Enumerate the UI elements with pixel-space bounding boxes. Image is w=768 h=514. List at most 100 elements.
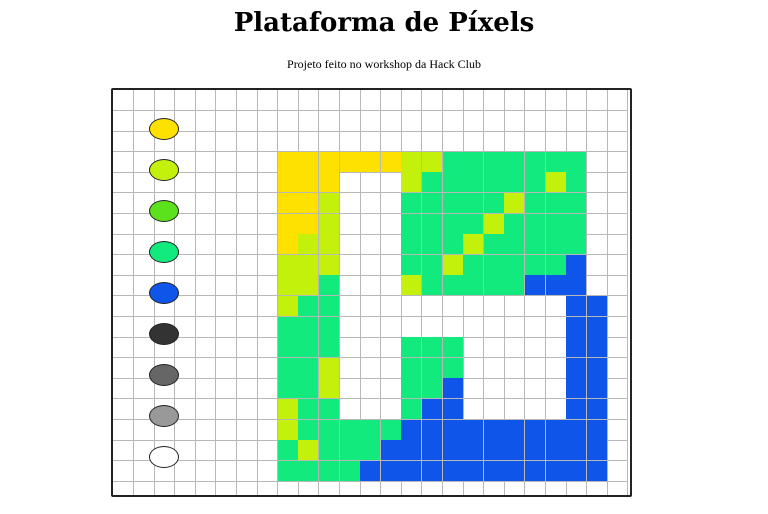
pixel-cell[interactable]: [360, 481, 382, 495]
pixel-cell[interactable]: [339, 193, 361, 214]
pixel-cell[interactable]: [442, 234, 464, 256]
pixel-cell[interactable]: [422, 254, 443, 276]
pixel-cell[interactable]: [401, 234, 423, 256]
pixel-cell[interactable]: [545, 131, 567, 153]
pixel-cell[interactable]: [401, 151, 423, 173]
pixel-cell[interactable]: [360, 399, 382, 420]
pixel-cell[interactable]: [360, 357, 382, 379]
pixel-cell[interactable]: [525, 337, 546, 359]
pixel-cell[interactable]: [525, 234, 546, 256]
pixel-cell[interactable]: [195, 316, 217, 338]
pixel-cell[interactable]: [483, 357, 505, 379]
pixel-cell[interactable]: [133, 172, 155, 194]
pixel-cell[interactable]: [422, 316, 443, 338]
pixel-cell[interactable]: [113, 316, 134, 338]
pixel-cell[interactable]: [401, 172, 423, 194]
pixel-cell[interactable]: [339, 316, 361, 338]
pixel-cell[interactable]: [216, 90, 237, 111]
pixel-cell[interactable]: [442, 110, 464, 132]
pixel-cell[interactable]: [422, 481, 443, 495]
pixel-cell[interactable]: [442, 172, 464, 194]
pixel-cell[interactable]: [607, 193, 629, 214]
pixel-cell[interactable]: [504, 275, 526, 297]
pixel-cell[interactable]: [380, 275, 402, 297]
pixel-cell[interactable]: [566, 419, 588, 441]
pixel-cell[interactable]: [401, 481, 423, 495]
pixel-cell[interactable]: [216, 131, 237, 153]
pixel-cell[interactable]: [525, 90, 546, 111]
pixel-cell[interactable]: [174, 254, 196, 276]
pixel-cell[interactable]: [380, 90, 402, 111]
pixel-cell[interactable]: [483, 316, 505, 338]
pixel-cell[interactable]: [319, 213, 340, 235]
pixel-cell[interactable]: [525, 151, 546, 173]
pixel-cell[interactable]: [134, 481, 155, 495]
pixel-cell[interactable]: [236, 254, 258, 276]
pixel-cell[interactable]: [566, 460, 588, 482]
pixel-cell[interactable]: [545, 399, 567, 420]
pixel-cell[interactable]: [586, 296, 608, 317]
pixel-cell[interactable]: [586, 399, 608, 420]
pixel-cell[interactable]: [401, 357, 423, 379]
pixel-cell[interactable]: [319, 296, 340, 317]
pixel-cell[interactable]: [525, 296, 546, 317]
pixel-cell[interactable]: [545, 419, 567, 441]
pixel-cell[interactable]: [566, 172, 588, 194]
pixel-cell[interactable]: [154, 90, 176, 111]
pixel-cell[interactable]: [298, 254, 320, 276]
pixel-cell[interactable]: [360, 316, 382, 338]
pixel-cell[interactable]: [380, 172, 402, 194]
pixel-cell[interactable]: [319, 90, 340, 111]
pixel-cell[interactable]: [422, 440, 443, 462]
pixel-cell[interactable]: [319, 378, 340, 400]
pixel-cell[interactable]: [401, 193, 423, 214]
pixel-cell[interactable]: [422, 172, 443, 194]
pixel-cell[interactable]: [380, 337, 402, 359]
pixel-cell[interactable]: [216, 419, 237, 441]
pixel-cell[interactable]: [566, 234, 588, 256]
pixel-cell[interactable]: [422, 193, 443, 214]
pixel-cell[interactable]: [360, 213, 382, 235]
pixel-cell[interactable]: [216, 460, 237, 482]
color-swatch-lime[interactable]: [149, 159, 179, 181]
pixel-cell[interactable]: [401, 337, 423, 359]
pixel-cell[interactable]: [236, 131, 258, 153]
pixel-cell[interactable]: [257, 193, 279, 214]
pixel-cell[interactable]: [607, 234, 629, 256]
pixel-cell[interactable]: [154, 213, 176, 235]
pixel-cell[interactable]: [380, 213, 402, 235]
pixel-cell[interactable]: [195, 296, 217, 317]
pixel-cell[interactable]: [195, 440, 217, 462]
pixel-cell[interactable]: [422, 399, 443, 420]
pixel-cell[interactable]: [566, 316, 588, 338]
pixel-cell[interactable]: [339, 234, 361, 256]
pixel-cell[interactable]: [298, 440, 320, 462]
pixel-cell[interactable]: [504, 440, 526, 462]
pixel-cell[interactable]: [277, 234, 299, 256]
pixel-cell[interactable]: [442, 337, 464, 359]
pixel-cell[interactable]: [277, 337, 299, 359]
pixel-cell[interactable]: [483, 151, 505, 173]
pixel-cell[interactable]: [133, 90, 155, 111]
pixel-cell[interactable]: [504, 172, 526, 194]
pixel-cell[interactable]: [319, 337, 340, 359]
pixel-cell[interactable]: [195, 131, 217, 153]
pixel-cell[interactable]: [339, 90, 361, 111]
pixel-cell[interactable]: [113, 234, 134, 256]
pixel-cell[interactable]: [586, 213, 608, 235]
pixel-cell[interactable]: [257, 399, 279, 420]
pixel-cell[interactable]: [236, 110, 258, 132]
pixel-cell[interactable]: [319, 357, 340, 379]
pixel-cell[interactable]: [463, 275, 485, 297]
pixel-cell[interactable]: [566, 296, 588, 317]
pixel-cell[interactable]: [566, 213, 588, 235]
pixel-cell[interactable]: [463, 131, 485, 153]
pixel-cell[interactable]: [216, 357, 237, 379]
pixel-cell[interactable]: [236, 337, 258, 359]
pixel-cell[interactable]: [586, 275, 608, 297]
pixel-cell[interactable]: [463, 357, 485, 379]
pixel-cell[interactable]: [360, 131, 382, 153]
pixel-cell[interactable]: [113, 90, 134, 111]
pixel-cell[interactable]: [236, 357, 258, 379]
pixel-cell[interactable]: [607, 131, 629, 153]
